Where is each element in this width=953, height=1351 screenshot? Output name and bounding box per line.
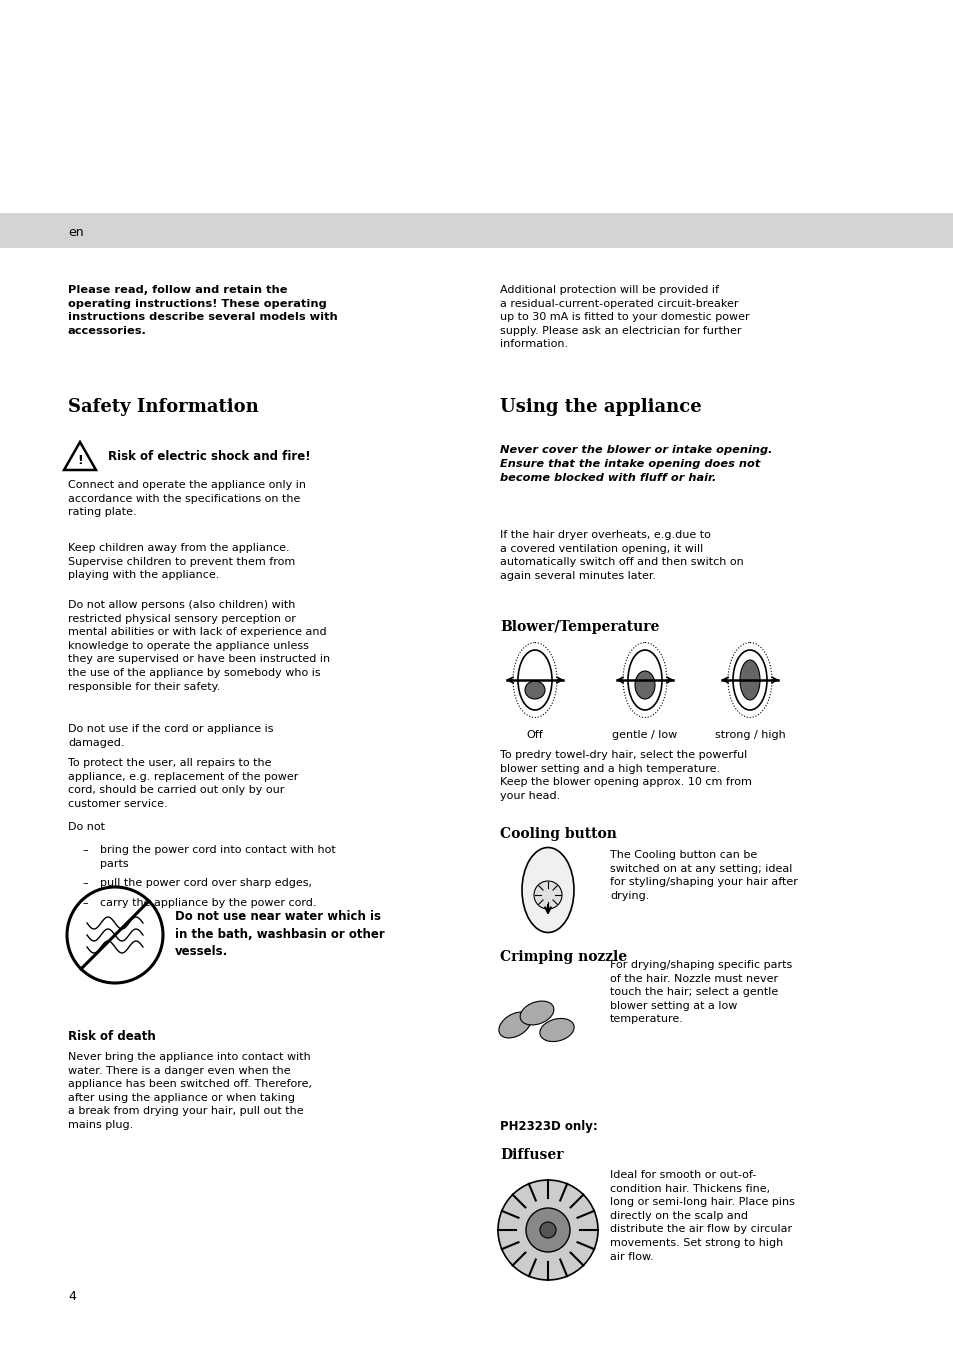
Text: Crimping nozzle: Crimping nozzle: [499, 950, 626, 965]
Text: Ideal for smooth or out-of-
condition hair. Thickens fine,
long or semi-long hai: Ideal for smooth or out-of- condition ha…: [609, 1170, 794, 1262]
Text: Do not allow persons (also children) with
restricted physical sensory perception: Do not allow persons (also children) wit…: [68, 600, 330, 692]
Text: Cooling button: Cooling button: [499, 827, 617, 842]
Text: –: –: [82, 878, 88, 888]
Ellipse shape: [622, 643, 666, 717]
Text: Diffuser: Diffuser: [499, 1148, 563, 1162]
Text: strong / high: strong / high: [714, 730, 784, 740]
Ellipse shape: [498, 1012, 531, 1038]
Ellipse shape: [513, 643, 557, 717]
Circle shape: [534, 881, 561, 909]
Ellipse shape: [732, 650, 766, 711]
Text: carry the appliance by the power cord.: carry the appliance by the power cord.: [100, 898, 316, 908]
Text: Connect and operate the appliance only in
accordance with the specifications on : Connect and operate the appliance only i…: [68, 480, 306, 517]
Text: Do not: Do not: [68, 821, 105, 832]
Text: For drying/shaping specific parts
of the hair. Nozzle must never
touch the hair;: For drying/shaping specific parts of the…: [609, 961, 791, 1024]
Ellipse shape: [727, 643, 771, 717]
Text: Blower/Temperature: Blower/Temperature: [499, 620, 659, 634]
Text: PH2323D only:: PH2323D only:: [499, 1120, 598, 1133]
Text: Please read, follow and retain the
operating instructions! These operating
instr: Please read, follow and retain the opera…: [68, 285, 337, 336]
Text: Keep children away from the appliance.
Supervise children to prevent them from
p: Keep children away from the appliance. S…: [68, 543, 294, 580]
Text: To protect the user, all repairs to the
appliance, e.g. replacement of the power: To protect the user, all repairs to the …: [68, 758, 298, 809]
Circle shape: [539, 1223, 556, 1238]
Ellipse shape: [521, 847, 574, 932]
Text: Off: Off: [526, 730, 543, 740]
Text: Never cover the blower or intake opening.
Ensure that the intake opening does no: Never cover the blower or intake opening…: [499, 444, 772, 484]
Ellipse shape: [627, 650, 661, 711]
Text: gentle / low: gentle / low: [612, 730, 677, 740]
Text: Risk of electric shock and fire!: Risk of electric shock and fire!: [108, 450, 311, 462]
Text: –: –: [82, 844, 88, 855]
Ellipse shape: [519, 1001, 554, 1025]
Text: en: en: [68, 226, 84, 239]
Circle shape: [497, 1179, 598, 1279]
Text: If the hair dryer overheats, e.g.due to
a covered ventilation opening, it will
a: If the hair dryer overheats, e.g.due to …: [499, 530, 743, 581]
Text: Do not use near water which is
in the bath, washbasin or other
vessels.: Do not use near water which is in the ba…: [174, 911, 384, 958]
Text: Additional protection will be provided if
a residual-current-operated circuit-br: Additional protection will be provided i…: [499, 285, 749, 350]
Text: Never bring the appliance into contact with
water. There is a danger even when t: Never bring the appliance into contact w…: [68, 1052, 312, 1129]
Text: To predry towel-dry hair, select the powerful
blower setting and a high temperat: To predry towel-dry hair, select the pow…: [499, 750, 751, 801]
Text: The Cooling button can be
switched on at any setting; ideal
for styling/shaping : The Cooling button can be switched on at…: [609, 850, 797, 901]
Text: pull the power cord over sharp edges,: pull the power cord over sharp edges,: [100, 878, 312, 888]
Text: –: –: [82, 898, 88, 908]
Ellipse shape: [635, 671, 655, 698]
Circle shape: [525, 1208, 569, 1252]
Ellipse shape: [539, 1019, 574, 1042]
Text: !: !: [77, 454, 83, 466]
Text: bring the power cord into contact with hot
parts: bring the power cord into contact with h…: [100, 844, 335, 869]
Bar: [0, 213, 953, 249]
Text: 4: 4: [68, 1289, 76, 1302]
Text: Safety Information: Safety Information: [68, 399, 258, 416]
Text: Using the appliance: Using the appliance: [499, 399, 701, 416]
Text: Do not use if the cord or appliance is
damaged.: Do not use if the cord or appliance is d…: [68, 724, 274, 747]
Text: Risk of death: Risk of death: [68, 1029, 155, 1043]
Ellipse shape: [740, 661, 760, 700]
Ellipse shape: [524, 681, 544, 698]
Ellipse shape: [517, 650, 552, 711]
